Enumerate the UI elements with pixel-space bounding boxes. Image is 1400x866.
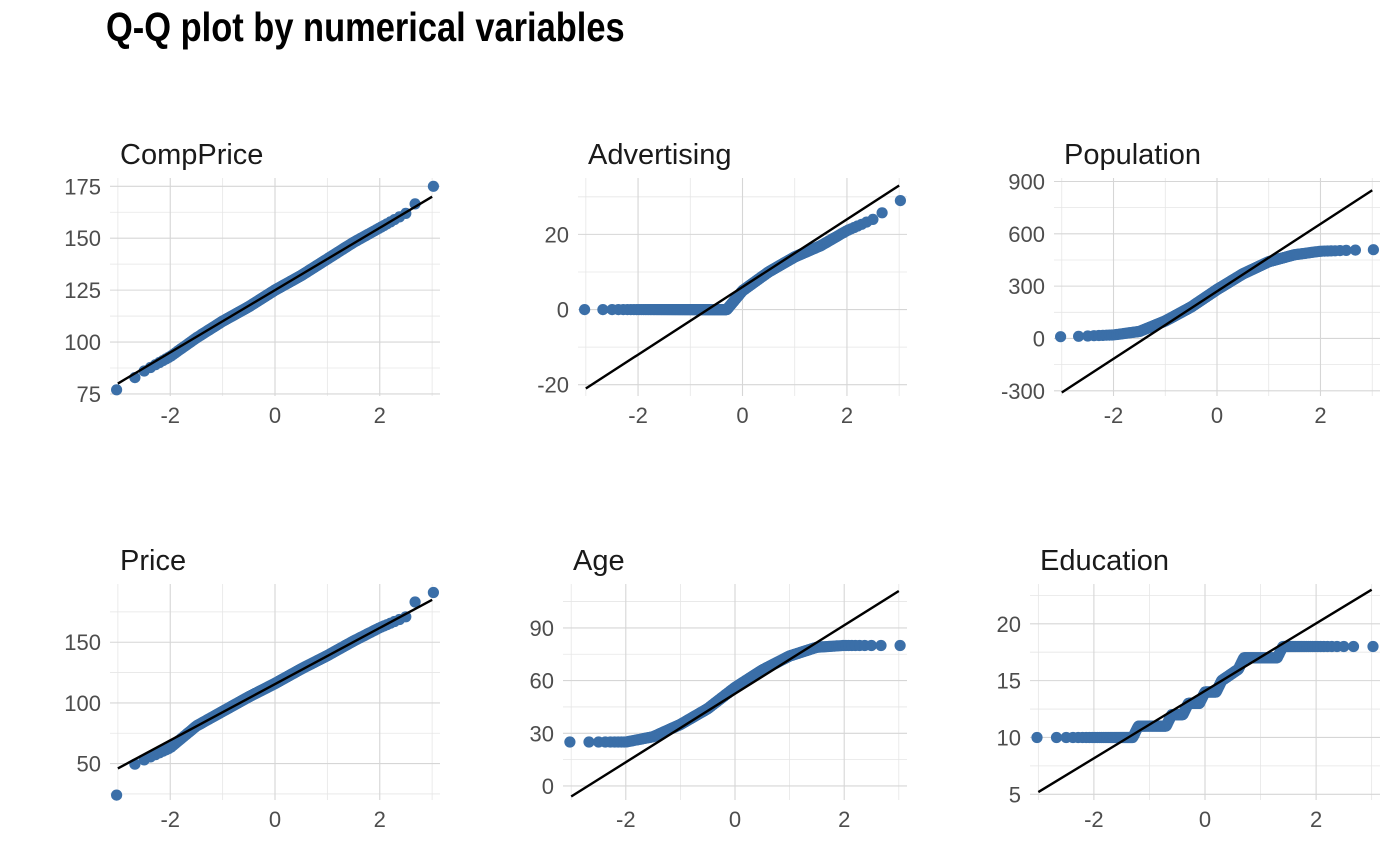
- qq-point: [865, 639, 878, 652]
- y-tick-label: 75: [77, 382, 101, 407]
- qq-reference-line: [117, 195, 433, 385]
- y-tick-label: 5: [1009, 782, 1021, 807]
- y-tick-label: 900: [1008, 169, 1045, 194]
- qq-panel-education: -2 0 2 5 10 15 20 Education: [997, 545, 1380, 832]
- qq-point: [1367, 244, 1379, 256]
- qq-point: [867, 213, 879, 225]
- qq-reference-line: [585, 184, 900, 390]
- x-tick-label: 2: [1310, 807, 1322, 832]
- panel-title: Price: [120, 545, 186, 577]
- chart-title: Q-Q plot by numerical variables: [106, 4, 625, 50]
- y-tick-label: -300: [1001, 379, 1045, 404]
- x-tick-label: -2: [160, 403, 180, 428]
- y-tick-label: -20: [537, 373, 569, 398]
- y-tick-label: 100: [64, 691, 101, 716]
- y-tick-label: 0: [557, 298, 569, 323]
- qq-point: [1349, 244, 1361, 256]
- y-tick-label: 90: [530, 616, 554, 641]
- x-tick-label: 2: [838, 807, 850, 832]
- qq-panel-compprice: -2 0 2 75 100 125 150 175 CompPrice: [64, 139, 440, 428]
- x-tick-label: -2: [1104, 403, 1124, 428]
- qq-point: [875, 639, 887, 652]
- qq-point: [1367, 640, 1379, 653]
- qq-point: [1347, 640, 1360, 653]
- qq-point: [1340, 244, 1352, 256]
- x-tick-label: 0: [1199, 807, 1211, 832]
- y-tick-label: 100: [64, 330, 101, 355]
- qq-point: [583, 736, 595, 748]
- qq-panel-population: -2 0 2 -300 0 300 600 900 Population: [1001, 139, 1380, 428]
- y-tick-label: 125: [64, 278, 101, 303]
- qq-point: [409, 198, 421, 210]
- y-tick-label: 50: [77, 752, 101, 777]
- x-tick-label: 0: [729, 807, 741, 832]
- qq-reference-line: [570, 590, 900, 798]
- qq-point: [1055, 331, 1067, 343]
- qq-point: [876, 207, 888, 219]
- y-tick-label: 30: [530, 721, 554, 746]
- x-tick-label: 2: [841, 403, 853, 428]
- x-tick-label: -2: [160, 807, 180, 832]
- qq-point: [1073, 330, 1085, 342]
- qq-point: [597, 304, 609, 316]
- panel-title: Advertising: [588, 139, 731, 171]
- qq-point: [894, 639, 906, 652]
- x-tick-label: 2: [1314, 403, 1326, 428]
- panel-title: Age: [573, 545, 625, 577]
- qq-point: [1031, 731, 1043, 744]
- y-tick-label: 20: [545, 222, 569, 247]
- qq-point: [579, 304, 591, 316]
- x-tick-label: 0: [269, 807, 281, 832]
- y-tick-label: 150: [64, 630, 101, 655]
- qq-panel-price: -2 0 2 50 100 150 Price: [64, 545, 440, 832]
- y-tick-label: 600: [1008, 222, 1045, 247]
- y-tick-label: 0: [542, 774, 554, 799]
- y-tick-label: 10: [997, 725, 1021, 750]
- x-tick-label: 0: [736, 403, 748, 428]
- panel-title: Education: [1040, 545, 1169, 577]
- x-tick-label: 0: [1211, 403, 1223, 428]
- qq-point: [1338, 640, 1350, 653]
- x-tick-label: 0: [269, 403, 281, 428]
- qq-point: [111, 789, 123, 801]
- qq-point: [564, 736, 576, 748]
- x-tick-label: 2: [374, 403, 386, 428]
- qq-reference-line: [117, 598, 433, 770]
- x-tick-label: -2: [616, 807, 636, 832]
- qq-point: [427, 180, 439, 192]
- qq-reference-line: [1037, 588, 1373, 794]
- x-tick-label: 2: [374, 807, 386, 832]
- panel-title: Population: [1064, 139, 1201, 171]
- qq-reference-line: [1061, 189, 1373, 394]
- qq-point: [111, 384, 123, 396]
- y-tick-label: 150: [64, 226, 101, 251]
- y-tick-label: 20: [997, 612, 1021, 637]
- qq-point: [427, 586, 439, 599]
- panel-title: CompPrice: [120, 139, 263, 171]
- qq-point: [409, 596, 421, 608]
- y-tick-label: 175: [64, 174, 101, 199]
- y-tick-label: 60: [530, 669, 554, 694]
- y-tick-label: 0: [1033, 326, 1045, 351]
- y-tick-label: 15: [997, 669, 1021, 694]
- qq-point: [894, 195, 907, 207]
- qq-point: [400, 611, 412, 623]
- x-tick-label: -2: [628, 403, 648, 428]
- x-tick-label: -2: [1084, 807, 1104, 832]
- qq-point: [1050, 731, 1063, 744]
- y-tick-label: 300: [1008, 274, 1045, 299]
- qq-panel-age: -2 0 2 0 30 60 90 Age: [530, 545, 907, 832]
